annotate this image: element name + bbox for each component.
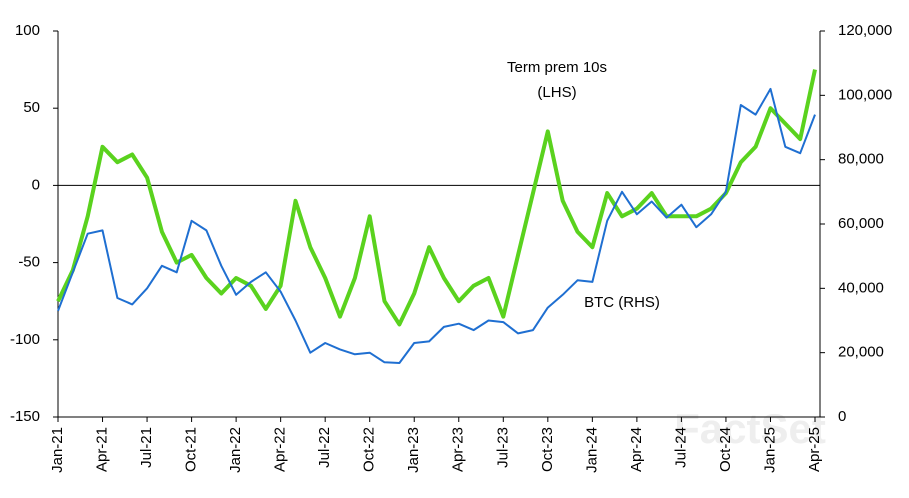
- x-tick-label: Apr-23: [450, 427, 467, 472]
- x-tick-label: Apr-24: [628, 427, 645, 472]
- y2-tick-label: 120,000: [838, 22, 892, 39]
- x-tick-label: Oct-24: [717, 427, 734, 472]
- y-tick-label: -50: [18, 254, 40, 271]
- x-tick-label: Jan-24: [583, 427, 600, 473]
- y2-tick-label: 0: [838, 408, 846, 425]
- x-tick-label: Apr-21: [93, 427, 110, 472]
- x-tick-label: Jul-23: [494, 427, 511, 468]
- x-tick-label: Jul-24: [672, 427, 689, 468]
- x-tick-label: Jul-22: [316, 427, 333, 468]
- y-tick-label: -100: [10, 331, 40, 348]
- y2-tick-label: 40,000: [838, 279, 884, 296]
- x-tick-label: Oct-23: [539, 427, 556, 472]
- y-tick-label: -150: [10, 408, 40, 425]
- y2-tick-label: 60,000: [838, 215, 884, 232]
- x-tick-label: Oct-21: [183, 427, 200, 472]
- y2-tick-label: 20,000: [838, 344, 884, 361]
- y-tick-label: 50: [23, 99, 40, 116]
- watermark: FactSet: [674, 405, 826, 452]
- x-tick-label: Oct-22: [361, 427, 378, 472]
- y2-tick-label: 80,000: [838, 151, 884, 168]
- x-tick-label: Jul-21: [138, 427, 155, 468]
- x-tick-label: Jan-25: [761, 427, 778, 473]
- y-tick-label: 0: [32, 176, 40, 193]
- x-tick-label: Apr-25: [806, 427, 823, 472]
- annotation: BTC (RHS): [584, 294, 660, 311]
- x-tick-label: Jan-21: [49, 427, 66, 473]
- series-line: [57, 87, 816, 364]
- y-tick-label: 100: [15, 22, 40, 39]
- x-tick-label: Apr-22: [272, 427, 289, 472]
- x-tick-label: Jan-22: [227, 427, 244, 473]
- series-line: [56, 69, 817, 327]
- x-tick-label: Jan-23: [405, 427, 422, 473]
- y2-tick-label: 100,000: [838, 86, 892, 103]
- annotation: Term prem 10s: [507, 59, 607, 76]
- annotation: (LHS): [537, 84, 576, 101]
